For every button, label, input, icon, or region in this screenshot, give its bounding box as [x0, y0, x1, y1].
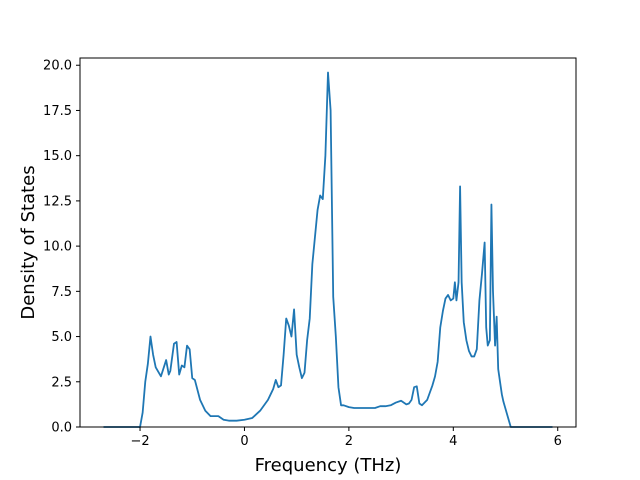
y-tick-label: 17.5: [43, 104, 72, 119]
y-tick-label: 7.5: [51, 285, 72, 300]
y-tick-label: 0.0: [51, 421, 72, 436]
x-tick-label: 0: [240, 434, 248, 449]
y-tick-label: 20.0: [43, 59, 72, 74]
y-tick-label: 10.0: [43, 240, 72, 255]
plot-line-group: [103, 71, 553, 428]
x-tick-label: 6: [554, 434, 562, 449]
y-tick-label: 2.5: [51, 375, 72, 390]
x-tick-label: −2: [130, 434, 149, 449]
x-tick-label: 4: [449, 434, 457, 449]
y-tick-label: 12.5: [43, 194, 72, 209]
y-axis-ticks: 0.0 2.5 5.0 7.5 10.0 12.5 15.0 17.5 20.0: [43, 59, 80, 436]
y-axis-label: Density of States: [18, 165, 39, 319]
y-tick-label: 15.0: [43, 149, 72, 164]
x-axis-label: Frequency (THz): [255, 455, 402, 476]
x-axis-ticks: −2 0 2 4 6: [130, 427, 562, 449]
y-tick-label: 5.0: [51, 330, 72, 345]
plot-frame: [79, 57, 577, 428]
dos-series-line: [103, 71, 553, 428]
x-tick-label: 2: [345, 434, 353, 449]
